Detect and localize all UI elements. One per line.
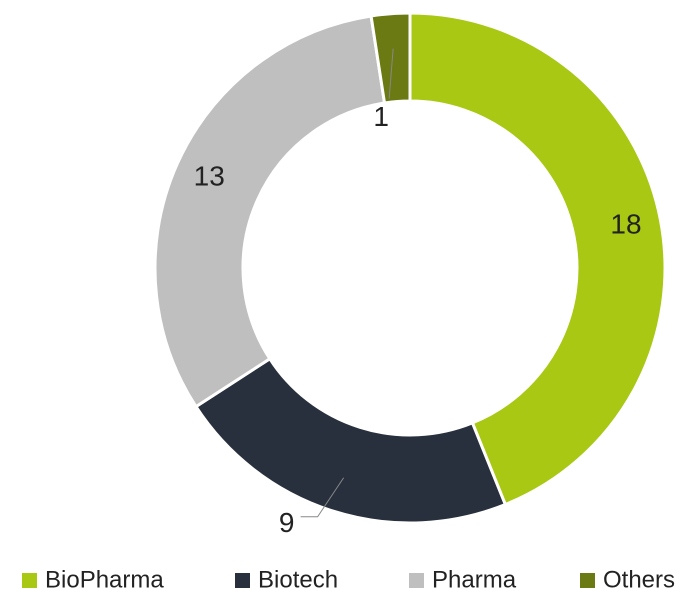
data-label: 9 [279, 507, 295, 538]
data-label: 1 [373, 101, 389, 132]
leader-line [388, 48, 394, 99]
leader-line [300, 477, 345, 518]
donut-segment [153, 14, 387, 409]
donut-segment [369, 11, 412, 105]
legend-swatch [409, 573, 424, 588]
donut-segment [408, 11, 667, 507]
legend-swatch [580, 573, 595, 588]
legend-swatch [235, 573, 250, 588]
legend-label: Others [603, 566, 675, 593]
legend-label: Biotech [258, 566, 338, 593]
data-label: 18 [610, 209, 641, 240]
legend-label: Pharma [432, 566, 517, 593]
legend-label: BioPharma [45, 566, 164, 593]
data-label: 13 [194, 160, 225, 191]
donut-segment [193, 356, 508, 525]
legend-swatch [22, 573, 37, 588]
